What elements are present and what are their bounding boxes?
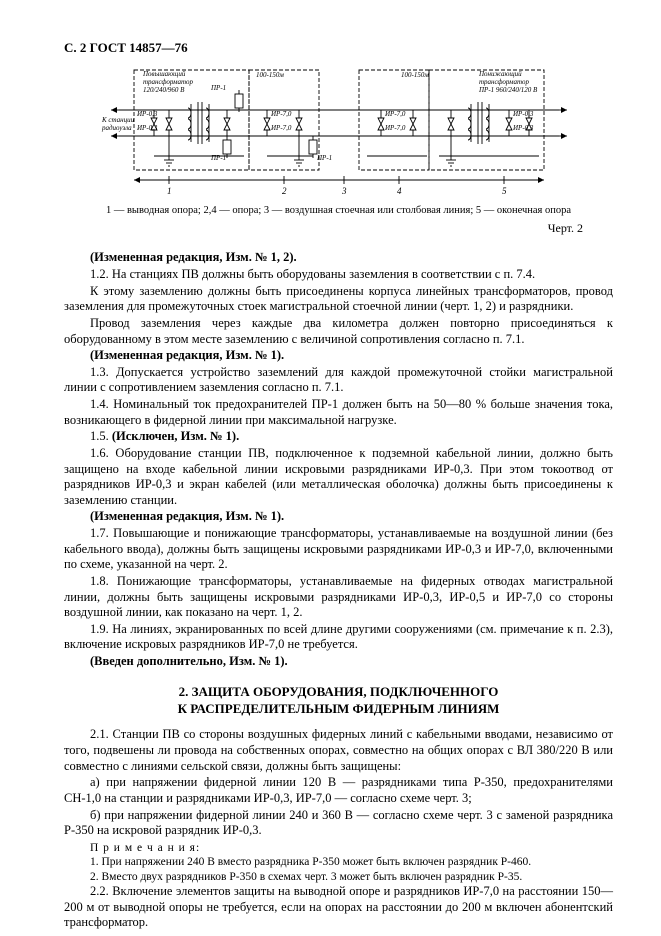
paragraph: 1.2. На станциях ПВ должны быть оборудов… [64, 267, 613, 283]
svg-text:Понижающий: Понижающий [478, 70, 522, 78]
section-2-title: 2. ЗАЩИТА ОБОРУДОВАНИЯ, ПОДКЛЮЧЕННОГО К … [64, 684, 613, 718]
svg-text:100-150м: 100-150м [256, 71, 284, 79]
figure-caption: 1 — выводная опора; 2,4 — опора; 3 — воз… [94, 204, 584, 217]
svg-text:трансформатор: трансформатор [479, 78, 530, 86]
paragraph: 1.3. Допускается устройство заземлений д… [64, 365, 613, 396]
body-text-block-1: (Измененная редакция, Изм. № 1, 2).1.2. … [64, 250, 613, 669]
svg-text:радиоузла: радиоузла [101, 124, 132, 132]
notes-block: 1. При напряжении 240 В вместо разрядник… [64, 855, 613, 884]
svg-text:4: 4 [397, 186, 402, 196]
paragraph: 1.4. Номинальный ток предохранителей ПР-… [64, 397, 613, 428]
paragraph: 2.1. Станции ПВ со стороны воздушных фид… [64, 727, 613, 774]
paragraph: (Измененная редакция, Изм. № 1). [64, 348, 613, 364]
paragraph: К этому заземлению должны быть присоедин… [64, 284, 613, 315]
svg-text:100-150м: 100-150м [401, 71, 429, 79]
paragraph: а) при напряжении фидерной линии 120 В —… [64, 775, 613, 806]
paragraph: 1.7. Повышающие и понижающие трансформат… [64, 526, 613, 573]
svg-text:1: 1 [167, 186, 172, 196]
svg-text:ИР-7,0: ИР-7,0 [270, 110, 292, 118]
figure-number: Черт. 2 [64, 221, 583, 236]
svg-text:К станции: К станции [101, 116, 135, 124]
paragraph: 2.2. Включение элементов защиты на вывод… [64, 884, 613, 931]
svg-text:ПР-1: ПР-1 [210, 154, 226, 162]
schematic-diagram: К станциирадиоузла ИР-0,3 ИР-0,3 ПР-1 ИР-7,0… [99, 68, 579, 198]
paragraph: 1.6. Оборудование станции ПВ, подключенн… [64, 446, 613, 509]
body-text-block-2: 2.1. Станции ПВ со стороны воздушных фид… [64, 727, 613, 838]
svg-text:Повышающий: Повышающий [142, 70, 186, 78]
paragraph: 1.5. (Исключен, Изм. № 1). [64, 429, 613, 445]
svg-text:ИР-0,3: ИР-0,3 [136, 124, 158, 132]
svg-text:ИР-0,3: ИР-0,3 [512, 124, 534, 132]
paragraph: 1.9. На линиях, экранированных по всей д… [64, 622, 613, 653]
paragraph: (Измененная редакция, Изм. № 1). [64, 509, 613, 525]
svg-text:2: 2 [282, 186, 287, 196]
svg-text:трансформатор: трансформатор [143, 78, 194, 86]
svg-text:ПР-1 960/240/120 В: ПР-1 960/240/120 В [478, 86, 538, 94]
paragraph: 1.8. Понижающие трансформаторы, устанавл… [64, 574, 613, 621]
paragraph: Провод заземления через каждые два килом… [64, 316, 613, 347]
svg-text:ИР-0,3: ИР-0,3 [136, 110, 158, 118]
section-title-line-2: К РАСПРЕДЕЛИТЕЛЬНЫМ ФИДЕРНЫМ ЛИНИЯМ [178, 701, 500, 716]
svg-text:ИР-7,0: ИР-7,0 [270, 124, 292, 132]
notes-header: П р и м е ч а н и я: [64, 841, 613, 855]
svg-text:ИР-7,0: ИР-7,0 [384, 110, 406, 118]
note-line: 1. При напряжении 240 В вместо разрядник… [64, 855, 613, 869]
body-text-block-3: 2.2. Включение элементов защиты на вывод… [64, 884, 613, 931]
svg-text:3: 3 [341, 186, 347, 196]
svg-text:ПР-1: ПР-1 [210, 84, 226, 92]
paragraph: (Введен дополнительно, Изм. № 1). [64, 654, 613, 670]
svg-text:5: 5 [502, 186, 507, 196]
svg-text:ИР-7,0: ИР-7,0 [384, 124, 406, 132]
note-line: 2. Вместо двух разрядников Р-350 в схема… [64, 870, 613, 884]
paragraph: б) при напряжении фидерной линии 240 и 3… [64, 808, 613, 839]
svg-text:120/240/960 В: 120/240/960 В [143, 86, 185, 94]
paragraph: (Измененная редакция, Изм. № 1, 2). [64, 250, 613, 266]
page-header: С. 2 ГОСТ 14857—76 [64, 40, 613, 56]
section-title-line-1: 2. ЗАЩИТА ОБОРУДОВАНИЯ, ПОДКЛЮЧЕННОГО [179, 684, 499, 699]
page-root: С. 2 ГОСТ 14857—76 К станциирадиоузла ИР-… [0, 0, 661, 936]
svg-text:ИР-0,3: ИР-0,3 [512, 110, 534, 118]
svg-text:ПР-1: ПР-1 [316, 154, 332, 162]
